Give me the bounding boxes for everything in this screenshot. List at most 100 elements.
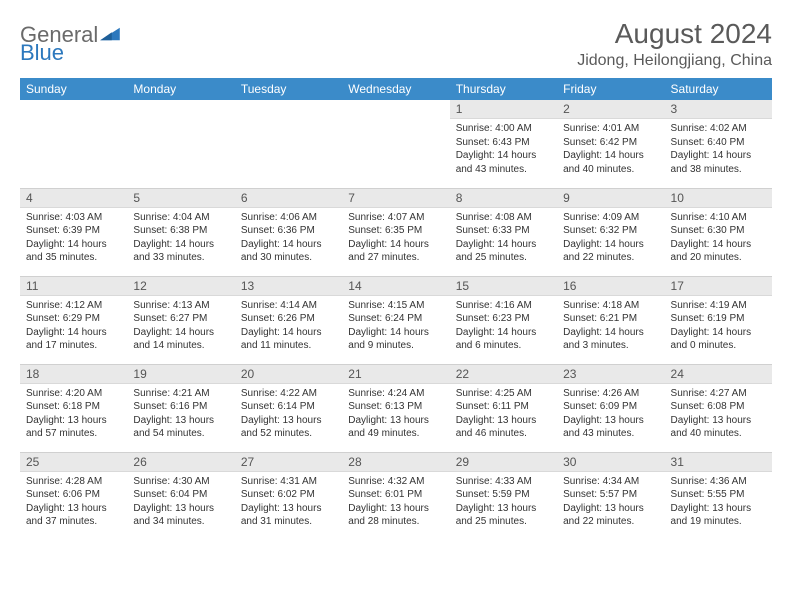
day-header: Sunday bbox=[20, 78, 127, 100]
day-number: 29 bbox=[450, 453, 557, 472]
calendar-cell: 3Sunrise: 4:02 AMSunset: 6:40 PMDaylight… bbox=[665, 100, 772, 188]
day-details: Sunrise: 4:08 AMSunset: 6:33 PMDaylight:… bbox=[450, 208, 557, 269]
day-details: Sunrise: 4:27 AMSunset: 6:08 PMDaylight:… bbox=[665, 384, 772, 445]
calendar-cell: 5Sunrise: 4:04 AMSunset: 6:38 PMDaylight… bbox=[127, 188, 234, 276]
calendar-cell: 4Sunrise: 4:03 AMSunset: 6:39 PMDaylight… bbox=[20, 188, 127, 276]
day-details: Sunrise: 4:01 AMSunset: 6:42 PMDaylight:… bbox=[557, 119, 664, 180]
day-header: Wednesday bbox=[342, 78, 449, 100]
day-number: 15 bbox=[450, 277, 557, 296]
calendar-cell bbox=[235, 100, 342, 188]
day-number: 31 bbox=[665, 453, 772, 472]
day-number: 18 bbox=[20, 365, 127, 384]
day-details: Sunrise: 4:25 AMSunset: 6:11 PMDaylight:… bbox=[450, 384, 557, 445]
calendar-cell bbox=[342, 100, 449, 188]
calendar-cell: 12Sunrise: 4:13 AMSunset: 6:27 PMDayligh… bbox=[127, 276, 234, 364]
day-details: Sunrise: 4:13 AMSunset: 6:27 PMDaylight:… bbox=[127, 296, 234, 357]
day-number: 7 bbox=[342, 189, 449, 208]
calendar-cell: 24Sunrise: 4:27 AMSunset: 6:08 PMDayligh… bbox=[665, 364, 772, 452]
day-number: 22 bbox=[450, 365, 557, 384]
calendar-cell: 8Sunrise: 4:08 AMSunset: 6:33 PMDaylight… bbox=[450, 188, 557, 276]
day-number: 27 bbox=[235, 453, 342, 472]
day-details: Sunrise: 4:02 AMSunset: 6:40 PMDaylight:… bbox=[665, 119, 772, 180]
calendar-week: 4Sunrise: 4:03 AMSunset: 6:39 PMDaylight… bbox=[20, 188, 772, 276]
day-details: Sunrise: 4:12 AMSunset: 6:29 PMDaylight:… bbox=[20, 296, 127, 357]
calendar-cell: 10Sunrise: 4:10 AMSunset: 6:30 PMDayligh… bbox=[665, 188, 772, 276]
title-block: August 2024 Jidong, Heilongjiang, China bbox=[577, 18, 772, 70]
day-details: Sunrise: 4:06 AMSunset: 6:36 PMDaylight:… bbox=[235, 208, 342, 269]
day-number: 25 bbox=[20, 453, 127, 472]
calendar-week: 11Sunrise: 4:12 AMSunset: 6:29 PMDayligh… bbox=[20, 276, 772, 364]
calendar-cell: 1Sunrise: 4:00 AMSunset: 6:43 PMDaylight… bbox=[450, 100, 557, 188]
day-details: Sunrise: 4:07 AMSunset: 6:35 PMDaylight:… bbox=[342, 208, 449, 269]
day-number: 1 bbox=[450, 100, 557, 119]
calendar-week: 25Sunrise: 4:28 AMSunset: 6:06 PMDayligh… bbox=[20, 452, 772, 540]
day-number: 20 bbox=[235, 365, 342, 384]
day-number: 19 bbox=[127, 365, 234, 384]
day-number: 6 bbox=[235, 189, 342, 208]
calendar-cell: 25Sunrise: 4:28 AMSunset: 6:06 PMDayligh… bbox=[20, 452, 127, 540]
day-details: Sunrise: 4:09 AMSunset: 6:32 PMDaylight:… bbox=[557, 208, 664, 269]
calendar-cell bbox=[127, 100, 234, 188]
day-details: Sunrise: 4:19 AMSunset: 6:19 PMDaylight:… bbox=[665, 296, 772, 357]
calendar-cell: 13Sunrise: 4:14 AMSunset: 6:26 PMDayligh… bbox=[235, 276, 342, 364]
calendar-cell: 29Sunrise: 4:33 AMSunset: 5:59 PMDayligh… bbox=[450, 452, 557, 540]
calendar-cell: 2Sunrise: 4:01 AMSunset: 6:42 PMDaylight… bbox=[557, 100, 664, 188]
calendar-cell: 17Sunrise: 4:19 AMSunset: 6:19 PMDayligh… bbox=[665, 276, 772, 364]
day-details: Sunrise: 4:14 AMSunset: 6:26 PMDaylight:… bbox=[235, 296, 342, 357]
day-number: 23 bbox=[557, 365, 664, 384]
calendar-cell: 16Sunrise: 4:18 AMSunset: 6:21 PMDayligh… bbox=[557, 276, 664, 364]
day-details: Sunrise: 4:04 AMSunset: 6:38 PMDaylight:… bbox=[127, 208, 234, 269]
calendar-cell: 21Sunrise: 4:24 AMSunset: 6:13 PMDayligh… bbox=[342, 364, 449, 452]
day-header: Saturday bbox=[665, 78, 772, 100]
day-details: Sunrise: 4:26 AMSunset: 6:09 PMDaylight:… bbox=[557, 384, 664, 445]
day-details: Sunrise: 4:00 AMSunset: 6:43 PMDaylight:… bbox=[450, 119, 557, 180]
day-number: 5 bbox=[127, 189, 234, 208]
day-number: 28 bbox=[342, 453, 449, 472]
day-details: Sunrise: 4:15 AMSunset: 6:24 PMDaylight:… bbox=[342, 296, 449, 357]
day-number: 8 bbox=[450, 189, 557, 208]
day-number: 17 bbox=[665, 277, 772, 296]
month-title: August 2024 bbox=[577, 18, 772, 50]
calendar-table: Sunday Monday Tuesday Wednesday Thursday… bbox=[20, 78, 772, 540]
day-details: Sunrise: 4:31 AMSunset: 6:02 PMDaylight:… bbox=[235, 472, 342, 533]
calendar-cell: 26Sunrise: 4:30 AMSunset: 6:04 PMDayligh… bbox=[127, 452, 234, 540]
day-header: Monday bbox=[127, 78, 234, 100]
day-number: 26 bbox=[127, 453, 234, 472]
calendar-cell: 22Sunrise: 4:25 AMSunset: 6:11 PMDayligh… bbox=[450, 364, 557, 452]
calendar-cell: 15Sunrise: 4:16 AMSunset: 6:23 PMDayligh… bbox=[450, 276, 557, 364]
day-details: Sunrise: 4:34 AMSunset: 5:57 PMDaylight:… bbox=[557, 472, 664, 533]
header: GeneralBlue August 2024 Jidong, Heilongj… bbox=[20, 18, 772, 70]
calendar-cell: 7Sunrise: 4:07 AMSunset: 6:35 PMDaylight… bbox=[342, 188, 449, 276]
calendar-cell: 28Sunrise: 4:32 AMSunset: 6:01 PMDayligh… bbox=[342, 452, 449, 540]
day-details: Sunrise: 4:18 AMSunset: 6:21 PMDaylight:… bbox=[557, 296, 664, 357]
day-number: 21 bbox=[342, 365, 449, 384]
day-number: 9 bbox=[557, 189, 664, 208]
calendar-cell: 27Sunrise: 4:31 AMSunset: 6:02 PMDayligh… bbox=[235, 452, 342, 540]
calendar-cell: 31Sunrise: 4:36 AMSunset: 5:55 PMDayligh… bbox=[665, 452, 772, 540]
day-details: Sunrise: 4:22 AMSunset: 6:14 PMDaylight:… bbox=[235, 384, 342, 445]
calendar-week: 18Sunrise: 4:20 AMSunset: 6:18 PMDayligh… bbox=[20, 364, 772, 452]
calendar-cell: 23Sunrise: 4:26 AMSunset: 6:09 PMDayligh… bbox=[557, 364, 664, 452]
calendar-cell: 30Sunrise: 4:34 AMSunset: 5:57 PMDayligh… bbox=[557, 452, 664, 540]
calendar-cell: 14Sunrise: 4:15 AMSunset: 6:24 PMDayligh… bbox=[342, 276, 449, 364]
day-details: Sunrise: 4:16 AMSunset: 6:23 PMDaylight:… bbox=[450, 296, 557, 357]
day-details: Sunrise: 4:32 AMSunset: 6:01 PMDaylight:… bbox=[342, 472, 449, 533]
day-number: 24 bbox=[665, 365, 772, 384]
day-details: Sunrise: 4:20 AMSunset: 6:18 PMDaylight:… bbox=[20, 384, 127, 445]
calendar-week: 1Sunrise: 4:00 AMSunset: 6:43 PMDaylight… bbox=[20, 100, 772, 188]
day-header: Thursday bbox=[450, 78, 557, 100]
day-number: 3 bbox=[665, 100, 772, 119]
day-details: Sunrise: 4:33 AMSunset: 5:59 PMDaylight:… bbox=[450, 472, 557, 533]
day-header: Tuesday bbox=[235, 78, 342, 100]
day-details: Sunrise: 4:30 AMSunset: 6:04 PMDaylight:… bbox=[127, 472, 234, 533]
day-number: 2 bbox=[557, 100, 664, 119]
day-details: Sunrise: 4:21 AMSunset: 6:16 PMDaylight:… bbox=[127, 384, 234, 445]
calendar-cell: 18Sunrise: 4:20 AMSunset: 6:18 PMDayligh… bbox=[20, 364, 127, 452]
day-number: 11 bbox=[20, 277, 127, 296]
day-number: 12 bbox=[127, 277, 234, 296]
calendar-cell: 9Sunrise: 4:09 AMSunset: 6:32 PMDaylight… bbox=[557, 188, 664, 276]
day-number: 16 bbox=[557, 277, 664, 296]
logo-text-blue: Blue bbox=[20, 42, 120, 64]
calendar-cell: 6Sunrise: 4:06 AMSunset: 6:36 PMDaylight… bbox=[235, 188, 342, 276]
calendar-cell: 19Sunrise: 4:21 AMSunset: 6:16 PMDayligh… bbox=[127, 364, 234, 452]
